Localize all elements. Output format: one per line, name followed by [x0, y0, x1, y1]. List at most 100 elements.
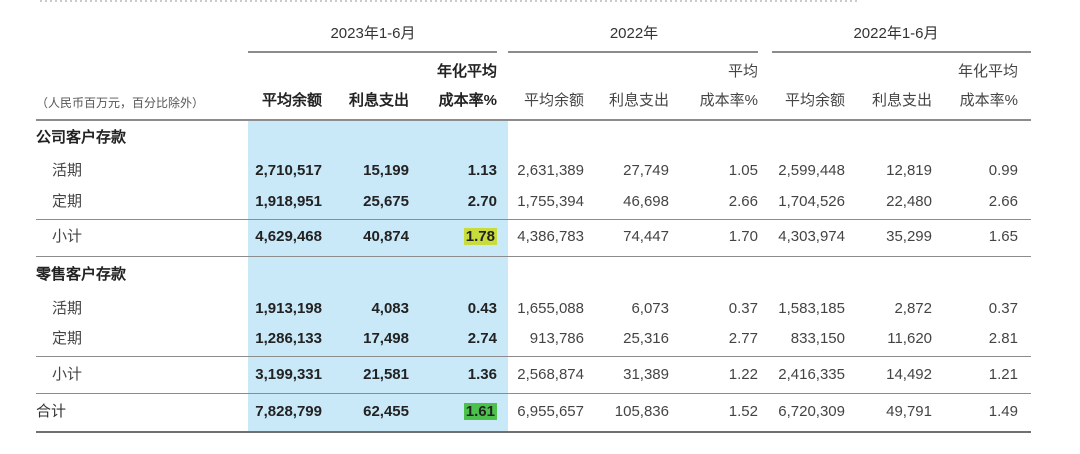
cell-value: 2.81	[988, 330, 1018, 347]
subtotal-top-rule	[36, 356, 1031, 357]
cell-value: 0.99	[988, 162, 1018, 179]
cell-value: 31,389	[623, 366, 669, 383]
section-divider-rule	[36, 256, 1031, 257]
cropped-text-line	[40, 0, 860, 2]
cell-value: 2,568,874	[517, 366, 584, 383]
cell-value: 2,631,389	[517, 162, 584, 179]
cell-value: 105,836	[614, 403, 669, 420]
group-header-2023h1: 2023年1-6月	[330, 25, 416, 42]
cell-value-highlighted: 1.78	[407, 227, 497, 247]
cell-value: 15,199	[363, 162, 409, 179]
cell-value: 1,755,394	[517, 193, 584, 210]
cell-value: 35,299	[886, 228, 932, 245]
cell-value: 2,599,448	[778, 162, 845, 179]
cell-value: 1.65	[988, 228, 1018, 245]
col-header-rate-line2: 成本率%	[699, 92, 758, 109]
cell-value: 0.37	[728, 300, 758, 317]
group-header-2022: 2022年	[609, 25, 659, 42]
group-underline-2023h1	[248, 51, 497, 53]
highlight-mark: 1.61	[463, 403, 497, 420]
cell-value: 6,073	[631, 300, 669, 317]
cell-value: 1.70	[728, 228, 758, 245]
cell-value: 2,416,335	[778, 366, 845, 383]
cell-value: 1.13	[467, 162, 497, 179]
cell-value: 27,749	[623, 162, 669, 179]
cell-value: 1,918,951	[255, 193, 322, 210]
col-header-interest: 利息支出	[348, 92, 409, 109]
col-header-rate-line1: 平均	[727, 63, 758, 80]
cell-value: 4,083	[371, 300, 409, 317]
cell-value: 21,581	[363, 366, 409, 383]
cell-value: 2.70	[467, 193, 497, 210]
cell-value: 11,620	[887, 330, 932, 347]
row-label: 小计	[52, 228, 83, 245]
cell-value: 6,720,309	[778, 403, 845, 420]
cell-value: 1.22	[728, 366, 758, 383]
cell-value: 1.49	[988, 403, 1018, 420]
cell-value: 1,286,133	[255, 330, 322, 347]
cell-value: 17,498	[363, 330, 409, 347]
highlight-mark: 1.78	[463, 228, 497, 245]
row-label: 活期	[52, 162, 83, 179]
cell-value: 12,819	[886, 162, 932, 179]
cell-value: 2.66	[728, 193, 758, 210]
cell-value: 1.21	[988, 366, 1018, 383]
cell-value: 2.66	[988, 193, 1018, 210]
cell-value: 1,704,526	[778, 193, 845, 210]
cell-value: 2,710,517	[255, 162, 322, 179]
col-header-rate-line1: 年化平均	[957, 63, 1018, 80]
cell-value: 4,629,468	[255, 228, 322, 245]
cell-value: 25,316	[623, 330, 669, 347]
group-underline-2022	[508, 51, 758, 53]
row-label: 活期	[52, 300, 83, 317]
header-bottom-rule	[36, 119, 1031, 121]
cell-value: 0.43	[467, 300, 497, 317]
table-bottom-rule	[36, 431, 1031, 433]
col-header-rate-line1: 年化平均	[436, 63, 497, 80]
cell-value: 3,199,331	[255, 366, 322, 383]
cell-value: 7,828,799	[255, 403, 322, 420]
col-header-rate-line2: 成本率%	[438, 92, 497, 109]
cell-value: 1,913,198	[255, 300, 322, 317]
cell-value: 833,150	[790, 330, 845, 347]
cell-value: 1.36	[467, 366, 497, 383]
total-top-rule	[36, 393, 1031, 394]
cell-value: 4,303,974	[778, 228, 845, 245]
cell-value: 2.77	[728, 330, 758, 347]
cell-value: 1.05	[728, 162, 758, 179]
cell-value: 6,955,657	[517, 403, 584, 420]
col-header-avg-balance: 平均余额	[261, 92, 322, 109]
cell-value: 14,492	[886, 366, 932, 383]
cell-value: 1,655,088	[517, 300, 584, 317]
col-header-rate-line2: 成本率%	[959, 92, 1018, 109]
current-period-highlight-band	[248, 121, 508, 432]
row-label: 定期	[52, 330, 83, 347]
cell-value: 49,791	[886, 403, 932, 420]
row-label: 合计	[36, 403, 67, 420]
row-label: 小计	[52, 366, 83, 383]
col-header-avg-balance: 平均余额	[523, 92, 584, 109]
cell-value: 62,455	[363, 403, 409, 420]
section-title-corporate: 公司客户存款	[36, 129, 127, 146]
col-header-interest: 利息支出	[871, 92, 932, 109]
cell-value: 40,874	[363, 228, 409, 245]
row-label: 定期	[52, 193, 83, 210]
subtotal-top-rule	[36, 219, 1031, 220]
cell-value-highlighted: 1.61	[407, 402, 497, 422]
group-header-2022h1: 2022年1-6月	[853, 25, 939, 42]
cell-value: 913,786	[529, 330, 584, 347]
cell-value: 25,675	[363, 193, 409, 210]
cell-value: 2,872	[894, 300, 932, 317]
cell-value: 1.52	[728, 403, 758, 420]
unit-note: （人民币百万元，百分比除外）	[36, 96, 205, 110]
cell-value: 4,386,783	[517, 228, 584, 245]
col-header-avg-balance: 平均余额	[784, 92, 845, 109]
cell-value: 46,698	[623, 193, 669, 210]
section-title-retail: 零售客户存款	[36, 266, 127, 283]
col-header-interest: 利息支出	[608, 92, 669, 109]
cell-value: 2.74	[467, 330, 497, 347]
group-underline-2022h1	[772, 51, 1031, 53]
cell-value: 0.37	[988, 300, 1018, 317]
cell-value: 74,447	[623, 228, 669, 245]
cell-value: 22,480	[886, 193, 932, 210]
